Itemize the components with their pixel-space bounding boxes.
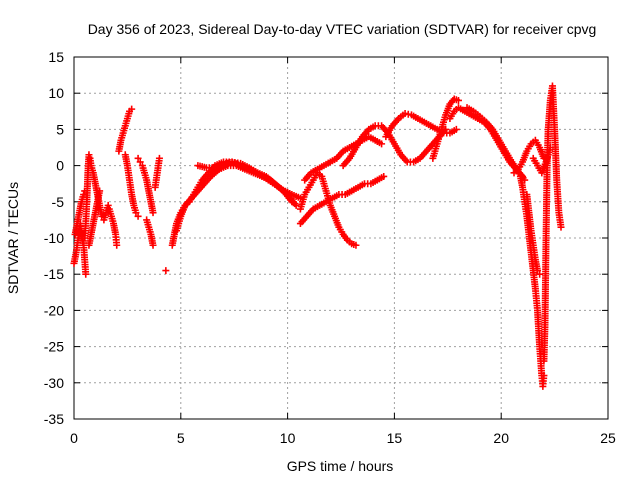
data-point: [557, 223, 565, 231]
data-point: [452, 125, 460, 133]
data-point: [352, 241, 360, 249]
y-tick-label: -10: [44, 230, 64, 246]
data-point: [128, 105, 136, 113]
data-point: [96, 187, 104, 195]
y-tick-label: -25: [44, 339, 64, 355]
x-axis: 0 5 10 15 20 25: [70, 57, 616, 446]
data-point: [546, 144, 554, 151]
y-tick-label: 0: [56, 158, 64, 174]
data-points: [70, 82, 565, 390]
y-tick-label: -15: [44, 266, 64, 282]
data-point: [162, 267, 170, 275]
y-tick-label: -20: [44, 302, 64, 318]
data-point: [113, 241, 121, 249]
x-axis-title: GPS time / hours: [287, 458, 394, 474]
y-axis: -35 -30 -25 -20 -15 -10 -5 0 5 10 15: [44, 49, 608, 427]
x-tick-label: 5: [177, 430, 185, 446]
y-tick-label: 15: [48, 49, 64, 65]
data-point: [534, 267, 542, 275]
y-tick-label: -35: [44, 411, 64, 427]
x-tick-label: 20: [493, 430, 509, 446]
y-axis-title: SDTVAR / TECUs: [5, 182, 21, 294]
chart-title: Day 356 of 2023, Sidereal Day-to-day VTE…: [88, 21, 597, 37]
x-tick-label: 0: [70, 430, 78, 446]
x-tick-label: 15: [387, 430, 403, 446]
x-tick-label: 25: [600, 430, 616, 446]
data-point: [380, 172, 388, 180]
data-point: [104, 201, 112, 209]
data-point: [454, 96, 462, 104]
y-tick-label: -30: [44, 375, 64, 391]
data-point: [149, 209, 157, 217]
data-point: [136, 158, 144, 166]
data-point: [134, 212, 142, 220]
data-point: [536, 270, 544, 278]
y-tick-label: 10: [48, 85, 64, 101]
data-point: [132, 209, 140, 217]
y-tick-label: -5: [52, 194, 65, 210]
data-point: [149, 241, 157, 249]
data-point: [85, 151, 93, 159]
data-point: [134, 154, 142, 162]
x-tick-label: 10: [280, 430, 296, 446]
data-point: [378, 140, 386, 148]
data-point: [82, 270, 90, 278]
data-point: [540, 372, 548, 380]
data-point: [155, 154, 163, 162]
data-point: [292, 201, 300, 209]
y-tick-label: 5: [56, 121, 64, 137]
